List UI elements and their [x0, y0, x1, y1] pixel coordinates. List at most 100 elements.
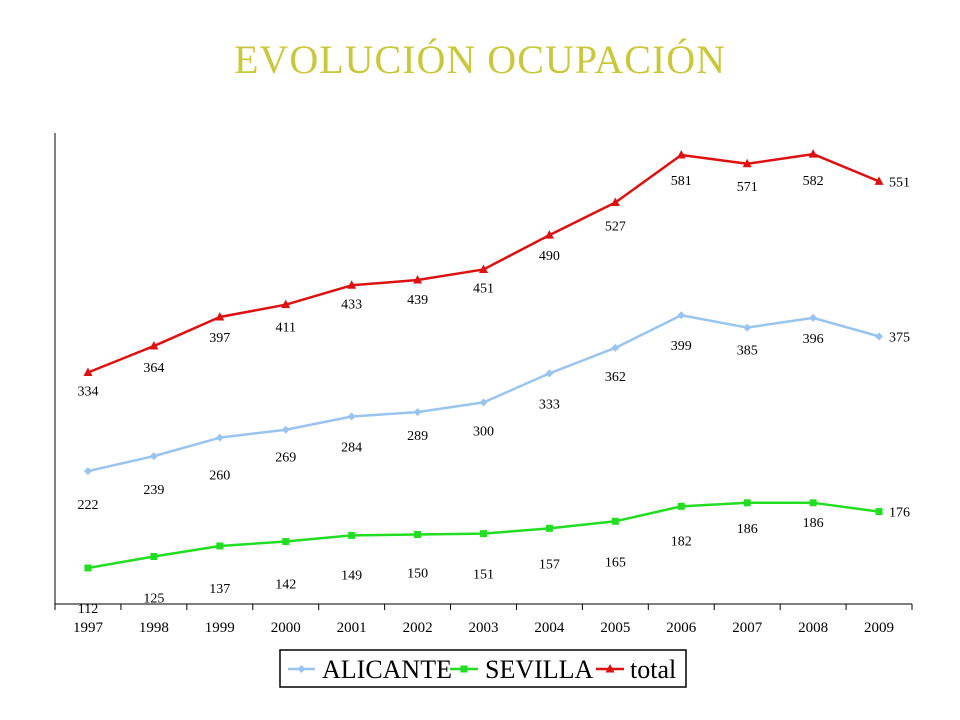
x-tick-label-2004: 2004: [534, 620, 565, 636]
data-point-sevilla-2004: [545, 524, 553, 532]
data-label-sevilla-2003: 151: [473, 568, 494, 583]
data-point-total-2008: [808, 149, 818, 158]
data-point-alicante-2006: [677, 311, 686, 320]
data-label-alicante-2000: 269: [275, 451, 296, 466]
x-tick-label-2005: 2005: [600, 620, 630, 636]
data-label-alicante-2003: 300: [473, 424, 494, 439]
data-label-alicante-2008: 396: [803, 332, 824, 347]
data-point-sevilla-1999: [216, 542, 224, 550]
data-label-total-1999: 397: [209, 331, 230, 346]
data-point-alicante-1997: [83, 467, 92, 476]
data-point-sevilla-2005: [611, 517, 619, 525]
data-point-sevilla-2009: [875, 508, 883, 516]
data-label-total-2006: 581: [671, 174, 692, 189]
data-point-alicante-2003: [479, 398, 488, 407]
data-point-total-1997: [83, 367, 93, 376]
legend-label-sevilla: SEVILLA: [485, 655, 594, 684]
data-label-total-2005: 527: [605, 220, 626, 235]
data-label-total-2000: 411: [275, 321, 295, 336]
data-point-sevilla-2001: [348, 531, 356, 539]
data-point-total-2000: [281, 299, 291, 309]
data-label-total-2007: 571: [737, 180, 758, 195]
data-point-sevilla-2000: [282, 538, 290, 546]
x-tick-label-2009: 2009: [864, 620, 894, 636]
data-label-alicante-1999: 260: [209, 469, 230, 484]
data-label-total-2008: 582: [803, 174, 824, 189]
data-label-alicante-2007: 385: [737, 344, 758, 359]
data-label-alicante-2004: 333: [539, 397, 560, 412]
data-label-sevilla-2005: 165: [605, 555, 626, 570]
legend-marker-sevilla: [460, 665, 468, 673]
data-point-alicante-1999: [215, 433, 224, 442]
data-point-total-2005: [610, 197, 620, 207]
data-label-sevilla-2000: 142: [275, 578, 296, 593]
series-line-total: [87, 152, 880, 374]
data-label-sevilla-2001: 149: [341, 568, 362, 583]
series-line-alicante: [87, 313, 880, 473]
data-point-total-2002: [413, 275, 423, 284]
series-markers: [83, 149, 884, 572]
x-tick-label-2003: 2003: [469, 620, 499, 636]
legend-marker-total: [605, 664, 615, 673]
data-point-sevilla-2002: [414, 531, 422, 539]
data-point-total-2004: [544, 230, 554, 239]
data-label-total-1998: 364: [143, 361, 164, 376]
data-point-sevilla-2003: [480, 530, 487, 538]
x-tick-label-2006: 2006: [666, 620, 697, 636]
x-tick-label-2001: 2001: [337, 620, 367, 636]
data-point-sevilla-2006: [677, 502, 685, 510]
data-point-sevilla-1998: [150, 553, 158, 561]
data-label-alicante-1998: 239: [143, 483, 164, 498]
data-label-alicante-2001: 284: [341, 441, 362, 456]
data-point-alicante-2005: [611, 343, 620, 352]
data-point-sevilla-2007: [743, 499, 751, 507]
data-label-sevilla-2006: 182: [671, 534, 692, 549]
chart-title: EVOLUCIÓN OCUPACIÓN: [234, 37, 726, 82]
data-label-sevilla-2008: 186: [803, 516, 824, 531]
data-label-alicante-2005: 362: [605, 370, 626, 385]
x-tick-label-2002: 2002: [403, 620, 433, 636]
legend-label-alicante: ALICANTE: [322, 655, 452, 684]
data-point-alicante-2008: [809, 313, 818, 322]
data-point-alicante-2001: [347, 412, 356, 421]
data-point-alicante-1998: [149, 452, 158, 461]
data-label-sevilla-1998: 125: [143, 592, 164, 607]
data-point-alicante-2002: [413, 408, 422, 417]
data-label-total-2004: 490: [539, 249, 560, 264]
data-label-sevilla-1999: 137: [209, 582, 230, 597]
data-point-total-1998: [149, 341, 159, 350]
x-axis-labels: 1997 1998 1999 2000 2001 2002 2003 2004 2005 2006…: [73, 620, 894, 636]
data-point-total-1999: [215, 312, 225, 321]
data-point-total-2009: [874, 176, 884, 185]
x-tick-label-2008: 2008: [798, 620, 828, 636]
data-point-total-2001: [347, 280, 357, 289]
data-labels: 222 239 260 269 284 289 300 333 362 399 385 396 375 1…: [77, 174, 910, 617]
data-label-sevilla-1997: 112: [78, 602, 98, 617]
data-point-total-2006: [676, 149, 686, 159]
data-label-total-2003: 451: [473, 281, 494, 296]
legend-label-total: total: [630, 655, 676, 684]
data-label-alicante-2009: 375: [889, 330, 910, 345]
data-point-alicante-2004: [545, 369, 554, 378]
x-axis-ticks: [54, 604, 913, 610]
x-tick-label-2007: 2007: [732, 620, 763, 636]
data-label-total-2001: 433: [341, 297, 362, 312]
data-label-alicante-2002: 289: [407, 429, 428, 444]
data-label-sevilla-2009: 176: [889, 506, 910, 521]
data-label-alicante-2006: 399: [671, 339, 692, 354]
legend-marker-alicante: [297, 665, 306, 673]
data-point-total-2007: [742, 158, 752, 168]
data-point-sevilla-1997: [84, 564, 92, 572]
data-point-alicante-2000: [281, 425, 290, 434]
data-point-alicante-2009: [875, 332, 884, 341]
series-lines: [87, 152, 880, 570]
data-label-sevilla-2007: 186: [737, 522, 758, 537]
x-tick-label-1997: 1997: [73, 620, 104, 636]
data-point-alicante-2007: [743, 323, 752, 332]
data-label-sevilla-2002: 150: [407, 567, 428, 582]
x-tick-label-2000: 2000: [271, 620, 301, 636]
data-label-total-2002: 439: [407, 293, 428, 308]
legend: ALICANTE SEVILLA total: [279, 649, 687, 688]
x-tick-label-1999: 1999: [205, 620, 235, 636]
